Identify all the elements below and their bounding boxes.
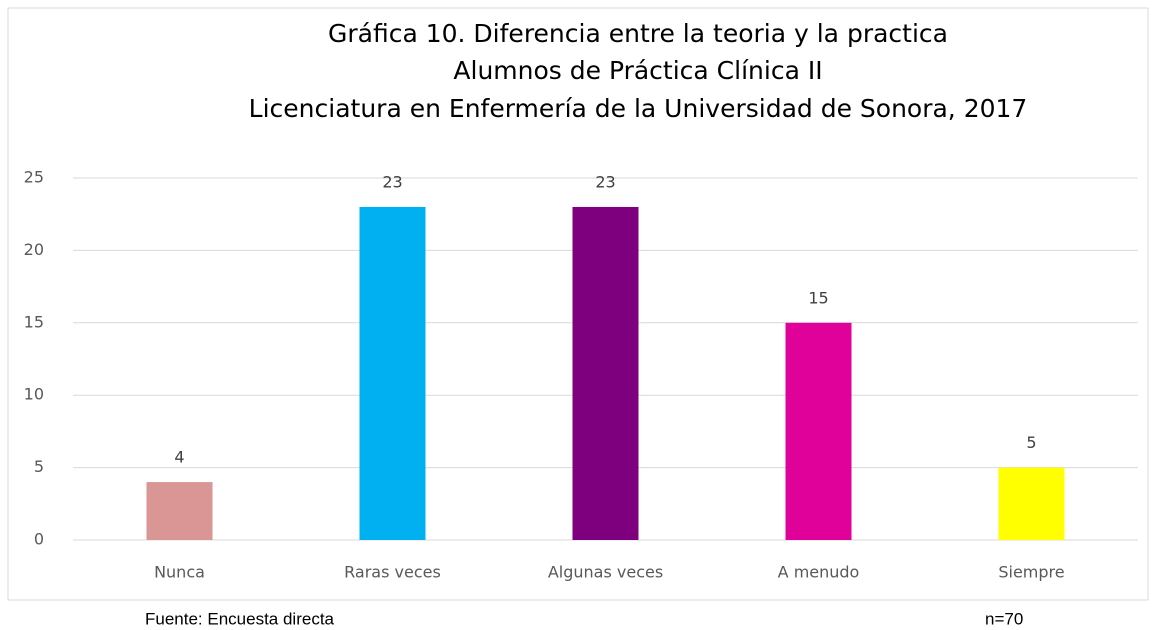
- y-tick-label: 20: [24, 240, 44, 259]
- x-tick-label: Nunca: [154, 563, 205, 582]
- bar: [572, 206, 639, 540]
- data-label: 4: [174, 448, 184, 467]
- y-tick-label: 5: [34, 457, 44, 476]
- x-tick-label: Algunas veces: [548, 563, 663, 582]
- x-tick-label: Raras veces: [344, 563, 441, 582]
- y-tick-label: 0: [34, 530, 44, 549]
- bar: [998, 467, 1065, 540]
- data-label: 23: [595, 172, 615, 191]
- chart-title: Alumnos de Práctica Clínica II: [453, 56, 822, 85]
- x-tick-label: Siempre: [998, 563, 1064, 582]
- sample-note: n=70: [985, 609, 1023, 628]
- data-label: 23: [382, 172, 402, 191]
- source-note: Fuente: Encuesta directa: [145, 609, 335, 628]
- y-tick-label: 25: [24, 168, 44, 187]
- chart-title: Licenciatura en Enfermería de la Univers…: [249, 94, 1028, 123]
- x-tick-label: A menudo: [778, 563, 860, 582]
- y-tick-label: 10: [24, 385, 44, 404]
- bar: [146, 482, 213, 540]
- bar: [785, 322, 852, 540]
- data-label: 15: [808, 288, 828, 307]
- bar: [359, 206, 426, 540]
- chart-title: Gráfica 10. Diferencia entre la teoria y…: [328, 19, 948, 48]
- data-label: 5: [1026, 433, 1036, 452]
- y-tick-label: 15: [24, 312, 44, 331]
